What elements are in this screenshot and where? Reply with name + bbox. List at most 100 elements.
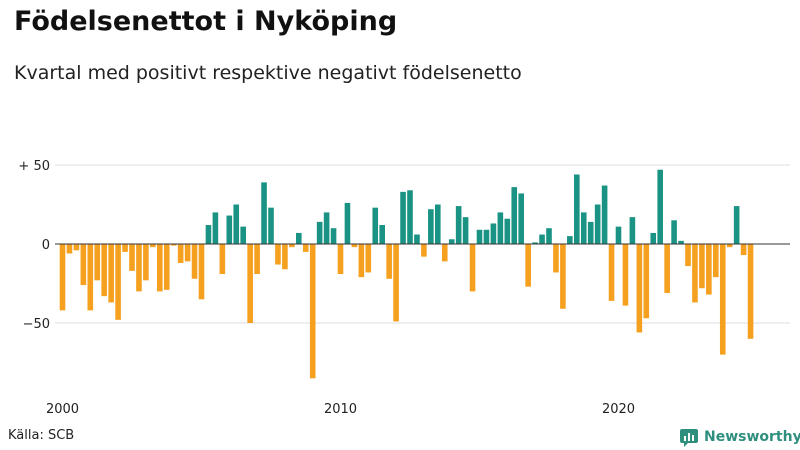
bar xyxy=(212,212,219,244)
bar xyxy=(594,204,601,244)
bar xyxy=(365,244,372,273)
bar xyxy=(129,244,135,271)
bar xyxy=(177,244,184,263)
bar xyxy=(122,244,128,252)
bar xyxy=(191,244,198,279)
bar-chart: −50 0 + 50 2000 2010 2020 xyxy=(18,159,790,417)
bar xyxy=(469,244,476,292)
x-tick-label: 2000 xyxy=(46,402,79,417)
bar xyxy=(567,236,573,244)
bar xyxy=(740,244,747,256)
bar xyxy=(330,228,337,244)
bar xyxy=(108,244,114,303)
bar xyxy=(275,244,281,265)
bar xyxy=(386,244,392,279)
bar xyxy=(532,242,538,244)
bar xyxy=(219,244,226,275)
bar xyxy=(518,193,524,244)
bar xyxy=(497,212,504,244)
bar xyxy=(560,244,566,309)
bar xyxy=(344,202,351,244)
bar xyxy=(400,191,406,244)
bar xyxy=(733,206,740,244)
y-tick-label: 0 xyxy=(42,238,50,253)
bar xyxy=(337,244,344,275)
bar xyxy=(428,209,434,244)
bar xyxy=(150,244,156,248)
bar xyxy=(476,229,483,244)
bar xyxy=(608,244,615,301)
bar xyxy=(198,244,205,300)
bar xyxy=(247,244,253,323)
bar xyxy=(101,244,107,297)
newsworthy-logo: Newsworthy xyxy=(679,427,800,447)
bar xyxy=(629,217,636,244)
bar xyxy=(115,244,121,320)
bar xyxy=(650,232,657,244)
bar xyxy=(483,229,490,244)
bar xyxy=(136,244,142,292)
bar xyxy=(309,244,316,379)
bar xyxy=(163,244,170,290)
x-tick-label: 2020 xyxy=(602,402,635,417)
bar xyxy=(448,239,455,244)
bar xyxy=(490,223,497,244)
bar xyxy=(407,190,413,244)
bar xyxy=(504,218,511,244)
bar xyxy=(87,244,94,311)
bar xyxy=(553,244,559,273)
bar xyxy=(94,244,101,281)
bar xyxy=(289,244,295,248)
newsworthy-logo-icon xyxy=(680,429,698,447)
bar xyxy=(525,244,531,287)
bar xyxy=(664,244,670,293)
x-tick-label: 2010 xyxy=(324,402,357,417)
bar xyxy=(657,169,663,244)
bar xyxy=(184,244,191,262)
source-label: Källa: SCB xyxy=(8,428,75,443)
bar xyxy=(226,215,233,244)
bar xyxy=(170,244,177,246)
bar xyxy=(587,221,594,244)
bar xyxy=(678,240,684,244)
bar xyxy=(421,244,427,257)
bar xyxy=(692,244,698,303)
bar xyxy=(233,204,240,244)
bar xyxy=(601,185,608,244)
bar xyxy=(268,207,274,244)
bar xyxy=(713,244,719,278)
bar xyxy=(546,228,552,244)
bar xyxy=(316,221,323,244)
bar xyxy=(643,244,650,319)
bar xyxy=(615,226,622,244)
bar xyxy=(685,244,691,267)
bar xyxy=(157,244,163,292)
bar xyxy=(358,244,365,278)
bar xyxy=(622,244,629,306)
bar xyxy=(699,244,705,289)
chart-subtitle: Kvartal med positivt respektive negativt… xyxy=(14,62,522,84)
bar xyxy=(414,234,420,244)
bar xyxy=(59,244,66,311)
bar xyxy=(580,212,587,244)
bar xyxy=(379,225,385,244)
y-tick-label: −50 xyxy=(23,317,50,332)
bar xyxy=(636,244,643,333)
bar xyxy=(143,244,149,281)
bar xyxy=(719,244,726,355)
bar xyxy=(80,244,87,286)
brand-name: Newsworthy xyxy=(704,429,800,445)
bar xyxy=(441,244,448,262)
bar xyxy=(73,244,80,251)
y-tick-label: + 50 xyxy=(18,159,50,174)
bar xyxy=(372,207,379,244)
bar xyxy=(393,244,399,322)
chart-title: Födelsenettot i Nyköping xyxy=(14,6,398,37)
bar xyxy=(240,226,246,244)
bar xyxy=(462,217,469,244)
bar xyxy=(254,244,260,275)
bar xyxy=(66,244,73,254)
bar xyxy=(747,244,754,339)
bar xyxy=(205,225,212,244)
bar xyxy=(511,187,518,244)
